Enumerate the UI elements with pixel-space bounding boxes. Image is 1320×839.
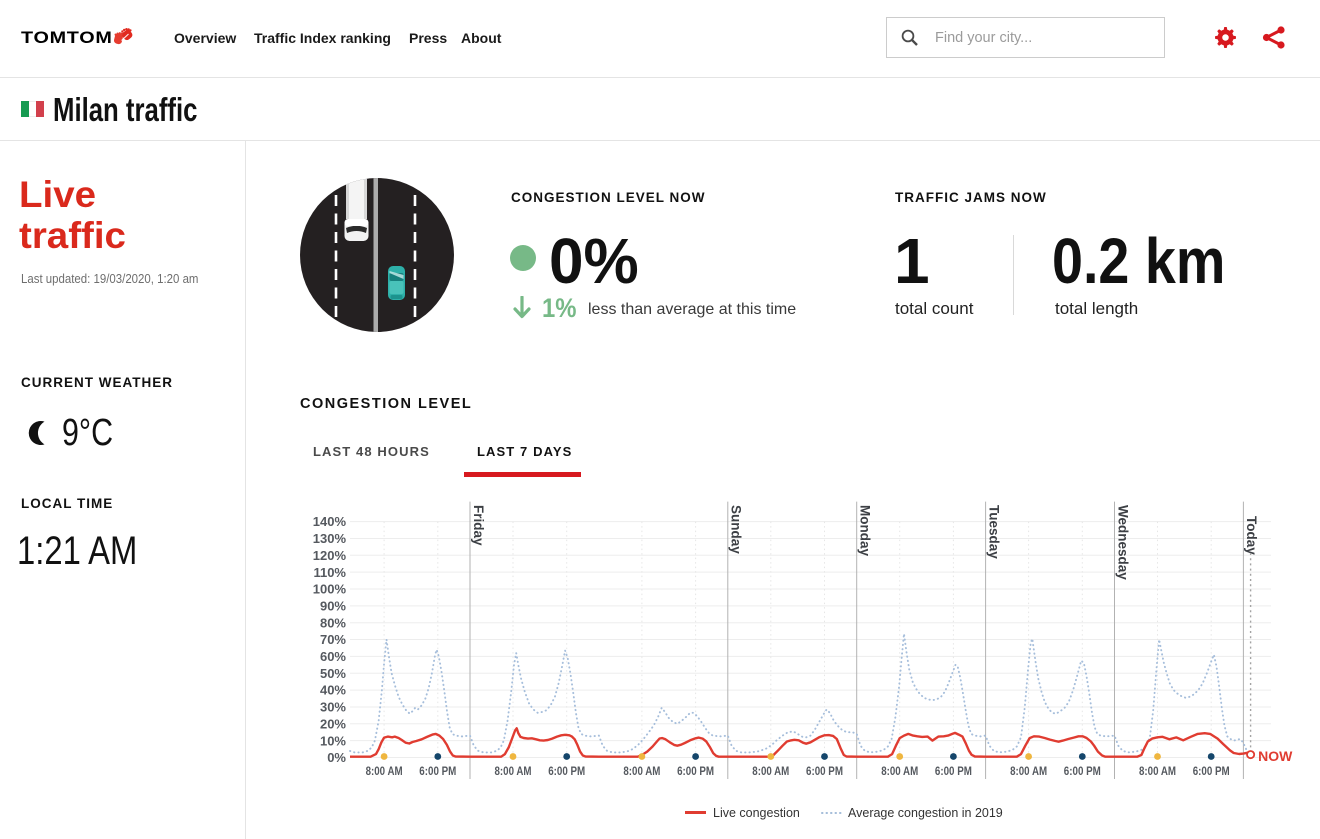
svg-text:30%: 30% (320, 700, 346, 715)
svg-text:8:00 AM: 8:00 AM (1139, 766, 1176, 778)
svg-text:NOW: NOW (1258, 748, 1293, 764)
svg-text:40%: 40% (320, 683, 346, 698)
svg-text:Tuesday: Tuesday (986, 505, 1001, 559)
svg-text:Monday: Monday (858, 505, 873, 556)
svg-text:100%: 100% (313, 582, 347, 597)
svg-text:6:00 PM: 6:00 PM (935, 766, 972, 778)
svg-text:50%: 50% (320, 666, 346, 681)
svg-text:80%: 80% (320, 615, 346, 630)
svg-text:6:00 PM: 6:00 PM (677, 766, 714, 778)
svg-text:Sunday: Sunday (729, 505, 744, 554)
svg-text:10%: 10% (320, 733, 346, 748)
svg-text:0%: 0% (327, 750, 346, 765)
svg-text:Friday: Friday (471, 505, 486, 546)
svg-text:6:00 PM: 6:00 PM (419, 766, 456, 778)
svg-text:70%: 70% (320, 632, 346, 647)
svg-text:20%: 20% (320, 716, 346, 731)
svg-text:120%: 120% (313, 548, 347, 563)
svg-text:6:00 PM: 6:00 PM (1193, 766, 1230, 778)
svg-text:6:00 PM: 6:00 PM (1064, 766, 1101, 778)
svg-text:8:00 AM: 8:00 AM (623, 766, 660, 778)
svg-text:Wednesday: Wednesday (1115, 505, 1130, 580)
svg-text:60%: 60% (320, 649, 346, 664)
svg-text:8:00 AM: 8:00 AM (1010, 766, 1047, 778)
svg-text:140%: 140% (313, 514, 347, 529)
svg-text:90%: 90% (320, 598, 346, 613)
svg-text:8:00 AM: 8:00 AM (495, 766, 532, 778)
svg-text:6:00 PM: 6:00 PM (548, 766, 585, 778)
svg-text:8:00 AM: 8:00 AM (881, 766, 918, 778)
svg-text:130%: 130% (313, 531, 347, 546)
svg-text:8:00 AM: 8:00 AM (752, 766, 789, 778)
svg-text:110%: 110% (313, 565, 346, 580)
svg-text:6:00 PM: 6:00 PM (806, 766, 843, 778)
svg-text:Today: Today (1244, 516, 1259, 555)
svg-text:8:00 AM: 8:00 AM (366, 766, 403, 778)
